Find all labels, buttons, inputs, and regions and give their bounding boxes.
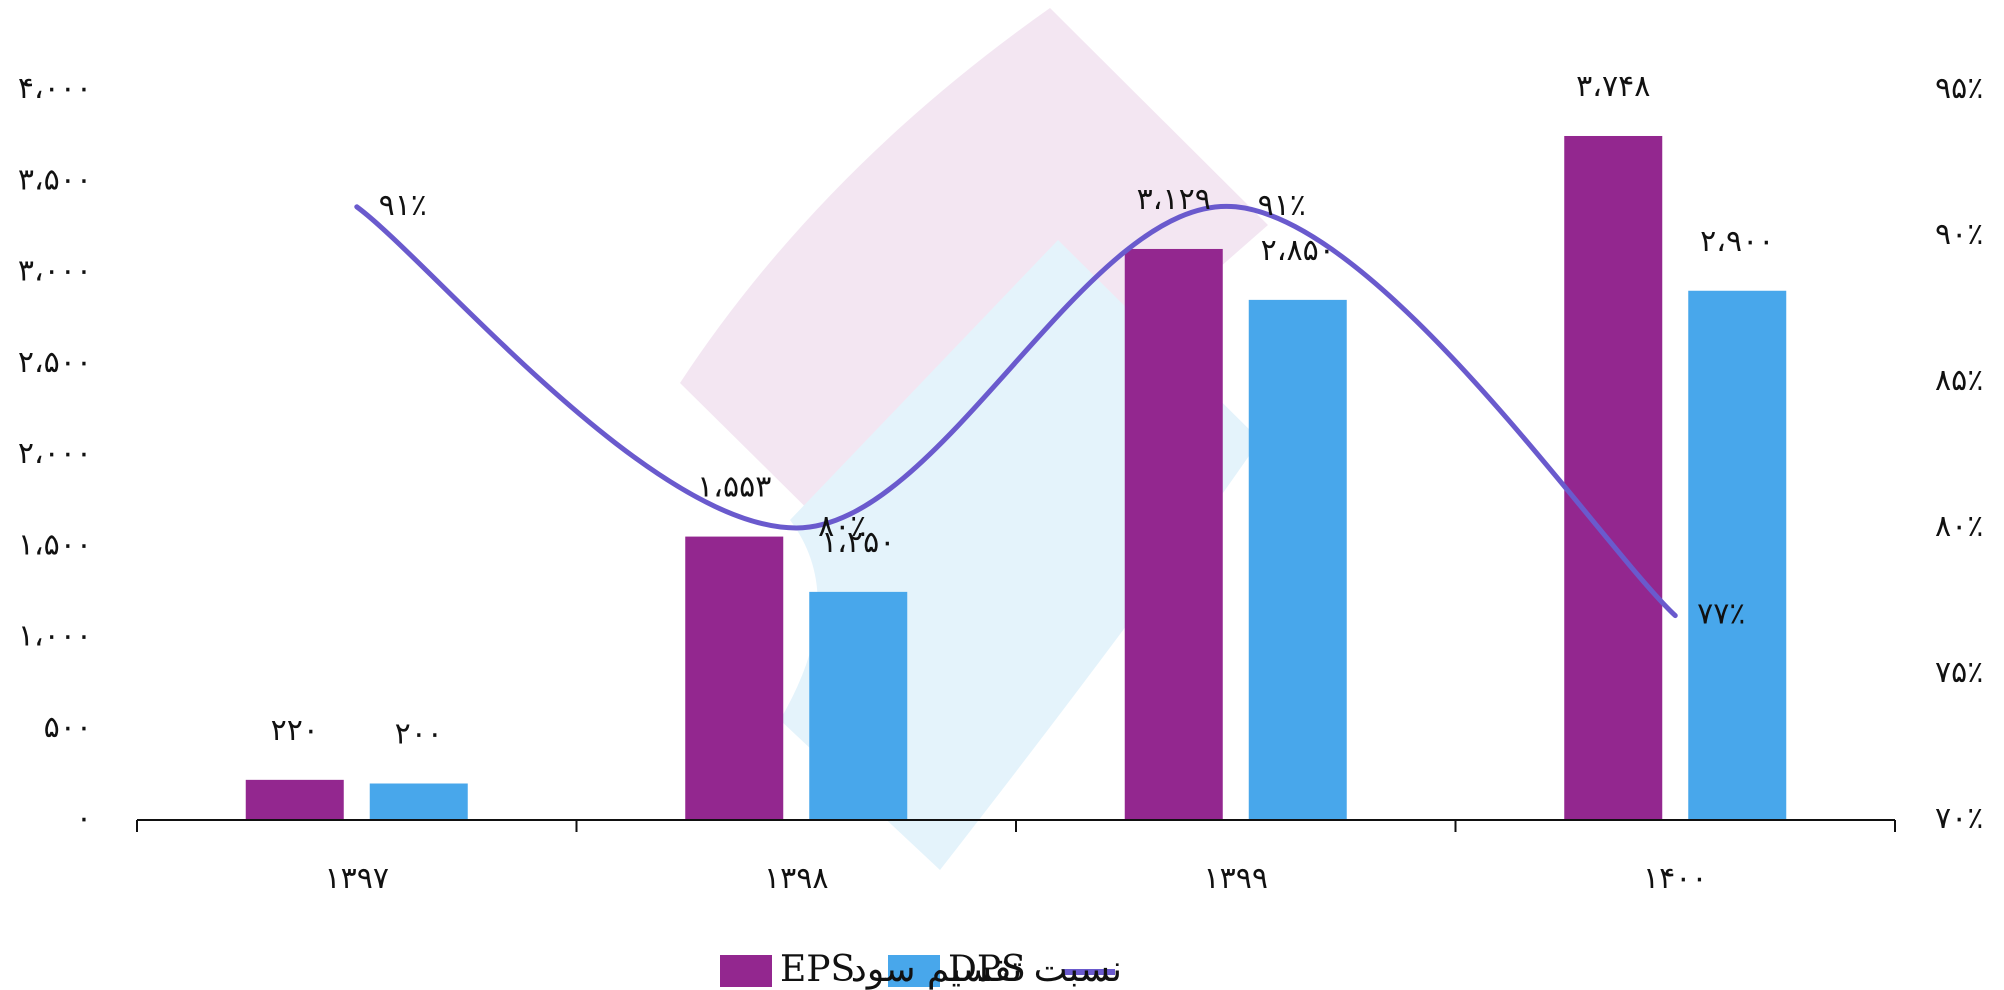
y-left-tick-label: ۱،۵۰۰ [18, 527, 92, 562]
eps-bar [1564, 135, 1663, 821]
dps-bar [1688, 290, 1787, 820]
y-right-tick-label: ۹۵٪ [1935, 71, 1983, 106]
y-axis-right: ۷۰٪ ۷۵٪ ۸۰٪ ۸۵٪ ۹۰٪ ۹۵٪ [1935, 71, 1983, 836]
y-left-tick-label: ۳،۰۰۰ [18, 254, 92, 289]
x-axis-labels: ۱۳۹۷ ۱۳۹۸ ۱۳۹۹ ۱۴۰۰ [325, 861, 1708, 896]
dps-data-label: ۲۰۰ [395, 717, 443, 752]
ratio-data-label: ۷۷٪ [1697, 597, 1745, 632]
y-right-tick-label: ۷۵٪ [1935, 655, 1983, 690]
dps-data-label: ۲،۸۵۰ [1261, 233, 1335, 268]
dps-bar [1248, 299, 1347, 820]
eps-bar [245, 779, 344, 820]
y-left-tick-label: ۴،۰۰۰ [18, 71, 92, 106]
y-left-tick-label: ۱،۰۰۰ [18, 619, 92, 654]
legend-label-ratio: نسبت تقسیم سود [851, 949, 1122, 990]
x-tick-label: ۱۳۹۷ [325, 861, 389, 896]
y-left-tick-label: ۰ [76, 801, 92, 836]
dps-data-label: ۲،۹۰۰ [1700, 224, 1774, 259]
legend-label-eps: EPS [780, 949, 855, 990]
x-tick-label: ۱۳۹۹ [1204, 861, 1268, 896]
y-right-tick-label: ۸۰٪ [1935, 509, 1983, 544]
eps-data-label: ۲۲۰ [271, 713, 319, 748]
eps-data-label: ۱،۵۵۳ [697, 470, 771, 505]
dps-data-label: ۱،۲۵۰ [821, 525, 895, 560]
dps-bar [369, 783, 468, 820]
legend-swatch-dps [888, 955, 940, 987]
axes [136, 819, 1896, 832]
eps-bar [1124, 248, 1223, 820]
legend-label-dps: DPS [948, 949, 1026, 990]
eps-bar [685, 536, 784, 820]
y-right-tick-label: ۸۵٪ [1935, 363, 1983, 398]
x-tick-label: ۱۴۰۰ [1643, 861, 1707, 896]
y-left-tick-label: ۳،۵۰۰ [18, 162, 92, 197]
ratio-data-label: ۹۱٪ [379, 188, 427, 223]
eps-data-label: ۳،۱۲۹ [1137, 182, 1211, 217]
legend-swatch-eps [720, 955, 772, 987]
ratio-data-label: ۹۱٪ [1258, 188, 1306, 223]
payout-ratio-line [354, 204, 1678, 619]
y-left-tick-label: ۵۰۰ [44, 710, 92, 745]
dps-bar [809, 591, 908, 820]
eps-data-label: ۳،۷۴۸ [1576, 69, 1650, 104]
payout-ratio-path [354, 204, 1678, 619]
x-tick-label: ۱۳۹۸ [764, 861, 828, 896]
y-left-tick-label: ۲،۰۰۰ [18, 436, 92, 471]
y-right-tick-label: ۷۰٪ [1935, 801, 1983, 836]
y-axis-left: ۰ ۵۰۰ ۱،۰۰۰ ۱،۵۰۰ ۲،۰۰۰ ۲،۵۰۰ ۳،۰۰۰ ۳،۵۰۰ ۴،۰۰۰ [18, 71, 92, 836]
ratio-data-label: ۸۰٪ [818, 509, 866, 544]
bars [245, 135, 1787, 821]
y-left-tick-label: ۲،۵۰۰ [18, 345, 92, 380]
y-right-tick-label: ۹۰٪ [1935, 217, 1983, 252]
